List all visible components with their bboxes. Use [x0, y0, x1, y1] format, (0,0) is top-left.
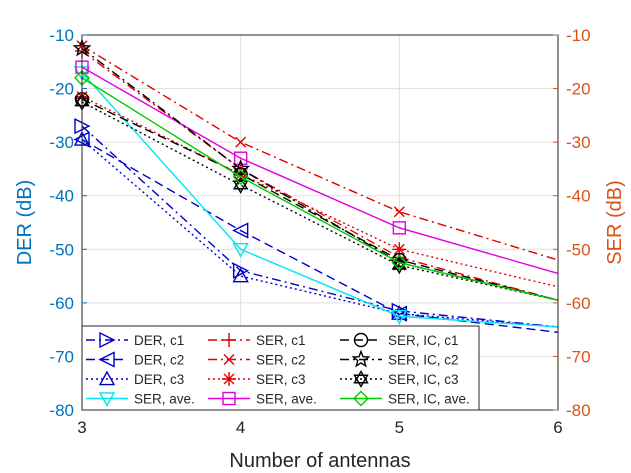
x-tick-label: 6 — [553, 418, 562, 437]
series-line — [81, 47, 559, 301]
series-line — [81, 45, 559, 261]
data-point — [232, 168, 249, 185]
y-tick-label-left: -50 — [49, 240, 74, 259]
y-tick-label-left: -40 — [49, 187, 74, 206]
series-line — [81, 50, 559, 301]
legend-item: SER, ave. — [86, 392, 195, 407]
legend-item: SER, IC, ave. — [340, 390, 470, 407]
legend-label: SER, IC, c1 — [388, 333, 459, 348]
data-point — [392, 242, 407, 257]
legend-box — [81, 325, 480, 411]
legend-marker — [223, 354, 235, 365]
legend-marker — [222, 372, 236, 386]
legend-marker — [98, 351, 115, 368]
y-tick-label-right: -80 — [566, 401, 591, 420]
data-point — [231, 158, 251, 177]
series-line — [81, 66, 559, 275]
legend-label: SER, c3 — [256, 372, 306, 387]
y-axis-label-left: DER (dB) — [14, 180, 36, 266]
legend-item: DER, c1 — [86, 331, 184, 349]
data-point — [232, 242, 249, 258]
legend-label: SER, IC, c2 — [388, 353, 459, 368]
data-point — [235, 136, 247, 148]
x-axis-label: Number of antennas — [229, 450, 410, 472]
y-tick-label-left: -80 — [49, 401, 74, 420]
legend-marker — [222, 391, 236, 406]
series-layer — [72, 38, 559, 334]
legend-marker — [222, 333, 236, 347]
y-tick-label-right: -30 — [566, 133, 591, 152]
y-tick-label-right: -40 — [566, 187, 591, 206]
legend-marker — [98, 392, 116, 407]
data-point — [391, 254, 408, 271]
data-point — [232, 176, 249, 194]
legend-item: SER, c2 — [208, 353, 306, 368]
x-tick-label: 4 — [236, 418, 245, 437]
y-tick-label-left: -70 — [49, 347, 74, 366]
y-tick-label-left: -60 — [49, 294, 74, 313]
legend-item: SER, IC, c1 — [340, 332, 459, 348]
legend-label: SER, IC, ave. — [388, 392, 470, 407]
y-tick-label-right: -70 — [566, 347, 591, 366]
data-point — [232, 267, 249, 283]
data-point — [232, 222, 249, 239]
legend: DER, c1 DER, c2 DER, c3 SER, ave. SER, c1 SER… — [81, 325, 480, 411]
legend-label: DER, c2 — [134, 353, 184, 368]
series-line — [81, 72, 559, 328]
legend-label: SER, ave. — [256, 392, 317, 407]
x-tick-label: 3 — [77, 418, 86, 437]
y-tick-label-right: -20 — [566, 80, 591, 99]
legend-item: DER, c2 — [86, 351, 184, 368]
series-line — [81, 125, 559, 328]
legend-label: DER, c1 — [134, 333, 184, 348]
series-line — [81, 77, 559, 301]
legend-marker — [353, 332, 369, 348]
legend-item: SER, ave. — [208, 392, 317, 407]
y-axis-label-right: SER (dB) — [604, 180, 626, 264]
data-point — [391, 305, 408, 320]
legend-label: SER, IC, c3 — [388, 372, 459, 387]
x-tick-label: 5 — [395, 418, 404, 437]
y-tick-label-left: -10 — [49, 26, 74, 45]
y-tick-label-left: -30 — [49, 133, 74, 152]
legend-marker — [351, 349, 371, 368]
legend-marker — [353, 370, 369, 388]
data-point — [392, 221, 407, 235]
series-line — [81, 138, 559, 328]
data-point — [233, 151, 248, 165]
ticks: -10 -10 -20 -20 -30 -30 -40 -40 -50 -50 -60 -60 -70 -… — [49, 26, 590, 437]
legend-marker — [99, 331, 116, 349]
legend-item: DER, c3 — [86, 370, 184, 387]
legend-item: SER, IC, c3 — [340, 370, 459, 388]
hexagram-part — [232, 180, 249, 194]
y-tick-label-right: -50 — [566, 240, 591, 259]
legend-item: SER, IC, c2 — [340, 349, 459, 368]
legend-marker — [98, 370, 116, 386]
series-line — [81, 138, 559, 334]
legend-label: SER, c1 — [256, 333, 306, 348]
legend-item: SER, c1 — [208, 333, 306, 348]
legend-label: SER, ave. — [134, 392, 195, 407]
y-tick-label-right: -60 — [566, 294, 591, 313]
legend-label: DER, c3 — [134, 372, 184, 387]
hexagram-part — [353, 370, 369, 384]
legend-marker — [353, 390, 369, 407]
hexagram-part — [353, 374, 369, 388]
legend-item: SER, c3 — [208, 372, 306, 387]
data-point — [391, 309, 408, 325]
data-point — [393, 206, 405, 218]
legend-label: SER, c2 — [256, 353, 306, 368]
hexagram-part — [232, 176, 249, 190]
y-tick-label-left: -20 — [49, 80, 74, 99]
y-tick-label-right: -10 — [566, 26, 591, 45]
series-line — [81, 98, 559, 301]
